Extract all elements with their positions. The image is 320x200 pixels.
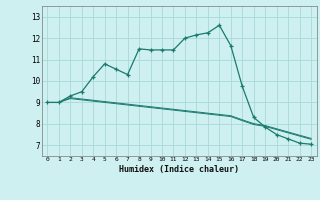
X-axis label: Humidex (Indice chaleur): Humidex (Indice chaleur) <box>119 165 239 174</box>
